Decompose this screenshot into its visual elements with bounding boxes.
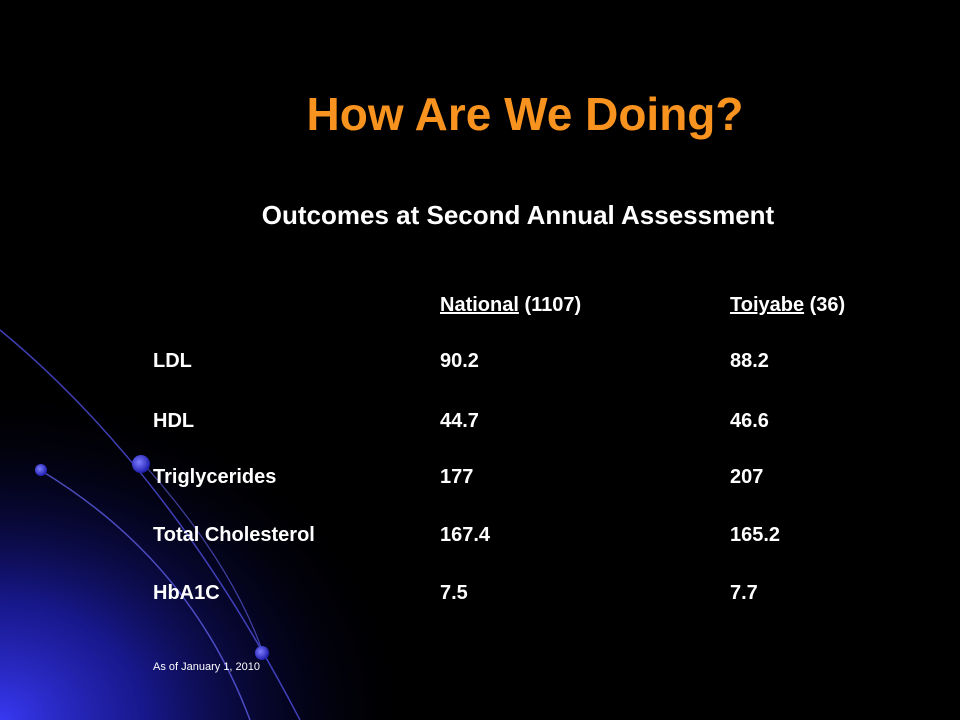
metric-label: Total Cholesterol bbox=[153, 524, 315, 546]
metric-label: LDL bbox=[153, 350, 192, 372]
decor-dot bbox=[35, 464, 47, 476]
toiyabe-value: 207 bbox=[730, 466, 764, 488]
header-toiyabe-label: Toiyabe bbox=[730, 294, 805, 316]
national-value: 7.5 bbox=[440, 582, 468, 604]
national-value: 90.2 bbox=[440, 350, 479, 372]
decor-dot bbox=[255, 646, 269, 660]
national-value: 44.7 bbox=[440, 410, 479, 432]
footnote: As of January 1, 2010 bbox=[153, 661, 261, 673]
metric-label: Triglycerides bbox=[153, 466, 277, 488]
national-value: 177 bbox=[440, 466, 474, 488]
toiyabe-value: 88.2 bbox=[730, 350, 769, 372]
header-toiyabe-count: (36) bbox=[804, 294, 846, 316]
decor-dot bbox=[132, 455, 150, 473]
subtitle: Outcomes at Second Annual Assessment bbox=[261, 200, 775, 230]
arc-line bbox=[139, 459, 263, 651]
metric-label: HDL bbox=[153, 410, 195, 432]
toiyabe-value: 46.6 bbox=[730, 410, 769, 432]
header-national-label: National bbox=[440, 294, 519, 316]
toiyabe-value: 7.7 bbox=[730, 582, 758, 604]
toiyabe-value: 165.2 bbox=[730, 524, 781, 546]
header-national-count: (1107) bbox=[518, 294, 582, 316]
page-title: How Are We Doing? bbox=[306, 88, 744, 140]
metric-label: HbA1C bbox=[153, 582, 220, 604]
arc-line bbox=[39, 469, 251, 720]
national-value: 167.4 bbox=[440, 524, 491, 546]
header-national: National (1107) bbox=[440, 292, 581, 318]
header-toiyabe: Toiyabe (36) bbox=[730, 292, 845, 318]
